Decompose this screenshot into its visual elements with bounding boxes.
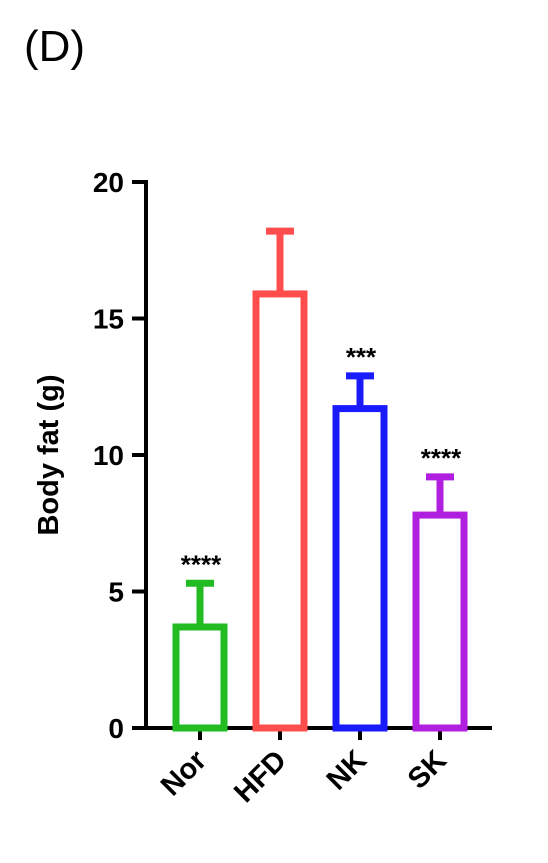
category-label-hfd: HFD [228, 744, 293, 809]
category-label-nk: NK [321, 744, 373, 796]
bar-hfd [252, 290, 308, 732]
significance-label: **** [181, 549, 222, 579]
y-tick-label: 20 [93, 167, 124, 198]
significance-label: **** [421, 443, 462, 473]
significance-label: *** [346, 342, 377, 372]
y-tick-label: 10 [93, 440, 124, 471]
y-tick-label: 5 [108, 577, 124, 608]
category-label-nor: Nor [155, 744, 213, 802]
y-tick-label: 15 [93, 304, 124, 335]
bar-sk [412, 511, 468, 732]
panel-label: (D) [24, 22, 86, 71]
y-tick-label: 0 [108, 713, 124, 744]
axes: 0 5 10 15 20 [93, 167, 492, 744]
y-axis-label: Body fat (g) [33, 374, 65, 535]
labels: Body fat (g) **** Nor HFD *** NK **** SK [33, 342, 462, 809]
bar-nk [332, 405, 388, 732]
bars [172, 227, 468, 732]
category-label-sk: SK [402, 744, 453, 795]
bar-nor [172, 623, 228, 732]
